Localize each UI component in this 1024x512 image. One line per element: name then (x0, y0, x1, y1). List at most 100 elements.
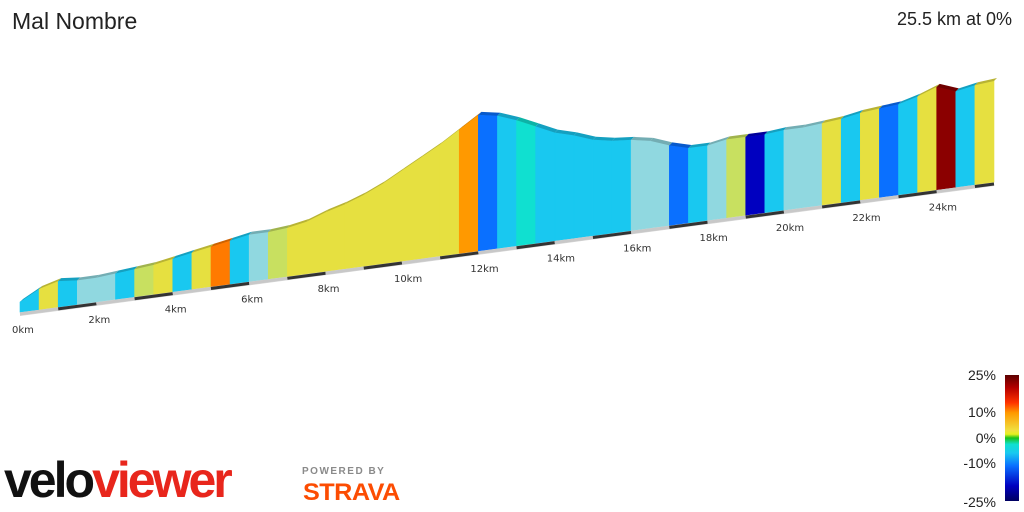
axis-segment (821, 200, 861, 209)
profile-segment (669, 144, 689, 226)
profile-segment (707, 139, 727, 221)
axis-segment (134, 292, 173, 301)
gradient-color-bar (1005, 375, 1019, 501)
profile-segment-top (77, 274, 100, 281)
axis-tick-label: 22km (852, 213, 880, 224)
profile-segment-top (172, 249, 195, 259)
profile-segment (210, 240, 231, 287)
profile-segment-top (249, 229, 272, 235)
profile-segment (955, 84, 976, 188)
axis-segment (898, 190, 937, 199)
profile-segment (172, 252, 193, 292)
profile-segment (726, 136, 747, 219)
profile-segment-top (612, 136, 635, 141)
axis-segment (860, 195, 899, 204)
profile-segment (267, 227, 288, 280)
axis-segment (707, 215, 746, 224)
profile-segment (554, 132, 575, 241)
axis-tick-label: 0km (12, 325, 34, 336)
profile-segment-top (210, 237, 234, 247)
profile-segment-top (20, 285, 43, 302)
profile-segment (191, 246, 212, 290)
profile-top-edge (20, 78, 997, 302)
profile-faces (19, 80, 995, 313)
profile-segment (936, 86, 957, 190)
axis-segment (516, 241, 555, 250)
axis-tick-label: 8km (318, 284, 340, 295)
profile-segment (688, 145, 708, 224)
logo-velo-text: velo (4, 452, 95, 508)
profile-segment-top (554, 129, 577, 136)
profile-segment-top (726, 133, 749, 140)
profile-segment-top (344, 191, 367, 205)
axis-segment (248, 276, 288, 285)
axis-tick-label: 4km (165, 305, 187, 316)
axis-tick-label: 6km (241, 294, 263, 305)
profile-segment-top (268, 224, 291, 233)
profile-segment (497, 115, 517, 249)
route-summary: 25.5 km at 0% (896, 9, 1012, 29)
profile-segment-top (459, 111, 482, 130)
profile-segment-top (401, 154, 425, 171)
axis-segment (974, 182, 995, 189)
profile-segment-top (822, 115, 845, 124)
profile-segment (229, 234, 250, 285)
profile-segment (840, 112, 861, 203)
axis-segment (96, 297, 135, 306)
axis-segment (783, 205, 823, 214)
profile-segment (76, 277, 97, 305)
profile-segment (879, 103, 899, 198)
profile-segment (153, 258, 174, 295)
axis-tick-label: 24km (929, 203, 957, 214)
profile-segment-top (382, 167, 405, 184)
axis-tick-label: 20km (776, 223, 804, 234)
profile-segment (96, 273, 116, 303)
profile-segment (745, 133, 766, 216)
profile-segment (401, 156, 422, 262)
legend-label-0: 0% (975, 430, 996, 446)
profile-segment-top (58, 277, 81, 282)
profile-segment-top (535, 123, 558, 133)
axis-segment (287, 271, 326, 280)
axis-segment (172, 287, 212, 296)
profile-segment (325, 203, 345, 272)
profile-segment (420, 143, 441, 259)
profile-segment (860, 108, 880, 201)
profile-segment-top (516, 117, 539, 127)
profile-segment-top (478, 111, 501, 116)
profile-segment-top (306, 209, 329, 222)
axis-segment (439, 251, 479, 260)
profile-segment (344, 194, 365, 270)
profile-segment-top (650, 137, 673, 146)
axis-segment (210, 281, 250, 290)
profile-segment (573, 134, 594, 239)
profile-segment (974, 80, 995, 185)
profile-segment (898, 95, 918, 196)
profile-segment (478, 114, 498, 252)
profile-segment (363, 183, 384, 267)
axis-tick-label: 16km (623, 243, 651, 254)
axis-segment (592, 230, 632, 240)
profile-segment (764, 129, 785, 213)
logo-viewer-text: viewer (92, 452, 233, 508)
legend-label-minus-25: -25% (963, 494, 996, 510)
axis-segment (478, 246, 517, 255)
legend-label-10: 10% (967, 404, 996, 420)
profile-segment (458, 114, 479, 254)
profile-segment-top (955, 82, 978, 92)
profile-segment-top (363, 180, 386, 195)
page-title: Mal Nombre (12, 8, 138, 34)
profile-segment (516, 119, 536, 247)
profile-segment-top (898, 93, 921, 105)
profile-segment (306, 211, 326, 275)
profile-segment-top (153, 255, 176, 265)
profile-segment (611, 139, 632, 234)
profile-segment (57, 280, 78, 308)
axis-tick-label: 2km (88, 315, 110, 326)
powered-by-label: POWERED BY (302, 466, 386, 477)
profile-segment-top (134, 261, 157, 270)
axis-segment (554, 236, 594, 245)
axis-tick-label: 10km (394, 274, 422, 285)
profile-segment (38, 280, 59, 310)
strava-logo[interactable]: STRAVA (303, 479, 400, 506)
